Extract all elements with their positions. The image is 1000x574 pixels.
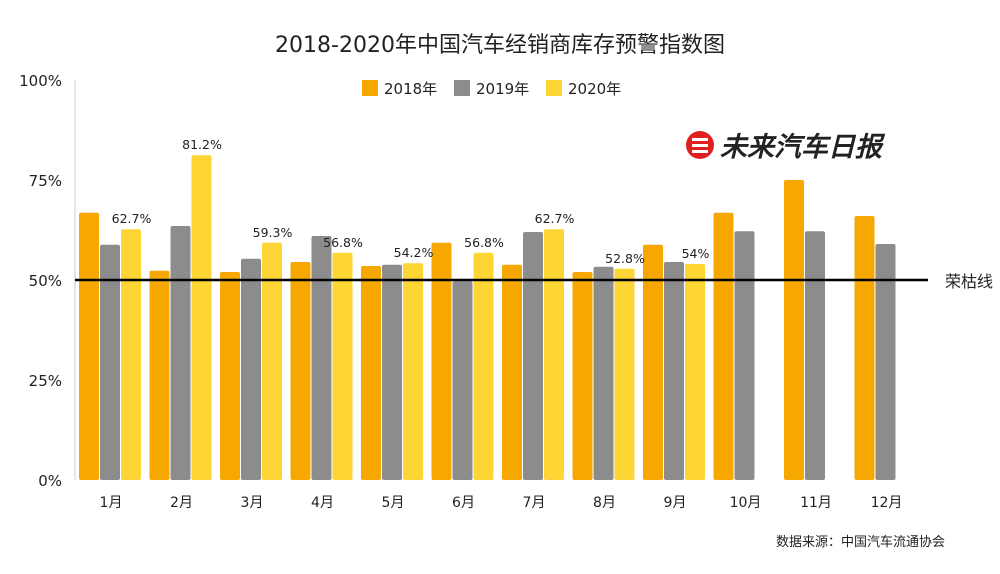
- y-tick-label: 75%: [29, 172, 62, 190]
- bar-2019年-8月: [593, 266, 614, 480]
- legend-swatch: [546, 80, 562, 96]
- bar-2018年-10月: [713, 212, 734, 481]
- bar-2018年-1月: [79, 212, 99, 481]
- bar-2019年-9月: [664, 262, 684, 480]
- bar-2018年-4月: [290, 262, 311, 480]
- y-axis: 0% 25% 50% 75% 100%: [19, 72, 76, 490]
- bar-2019年-7月: [523, 232, 543, 480]
- bar-2019年-4月: [311, 236, 332, 480]
- bar-2018年-7月: [502, 264, 522, 480]
- reference-line-label: 荣枯线: [945, 272, 993, 291]
- data-label: 62.7%: [112, 211, 152, 226]
- bar-2018年-11月: [784, 180, 804, 480]
- bar-2020年-8月: [614, 268, 635, 480]
- bar-2019年-5月: [382, 264, 402, 480]
- chart-title: 2018-2020年中国汽车经销商库存预警指数图: [275, 33, 725, 58]
- data-label: 56.8%: [464, 235, 504, 250]
- bar-2019年-1月: [100, 244, 120, 480]
- bar-2020年-2月: [191, 155, 212, 480]
- bar-2018年-5月: [361, 266, 381, 480]
- legend-label: 2020年: [568, 80, 621, 98]
- logo: 未来汽车日报: [686, 131, 886, 163]
- legend-label: 2019年: [476, 80, 529, 98]
- bar-2019年-11月: [805, 231, 825, 480]
- data-labels: 62.7% 81.2% 59.3% 56.8% 54.2% 56.8% 62.7% 52.8%…: [112, 137, 710, 266]
- bar-2018年-8月: [572, 272, 593, 480]
- y-tick-label: 0%: [38, 472, 62, 490]
- y-tick-label: 100%: [19, 72, 62, 90]
- x-tick-label: 5月: [382, 495, 405, 511]
- bar-2020年-5月: [403, 263, 423, 480]
- x-tick-label: 12月: [871, 495, 903, 511]
- x-tick-label: 2月: [170, 495, 193, 511]
- source-note: 数据来源：中国汽车流通协会: [776, 534, 945, 550]
- bar-2018年-6月: [431, 242, 452, 480]
- data-label: 81.2%: [182, 137, 222, 152]
- bar-2018年-2月: [149, 270, 170, 480]
- bar-2019年-3月: [241, 258, 261, 480]
- x-tick-label: 6月: [452, 495, 475, 511]
- x-tick-label: 11月: [800, 495, 832, 511]
- bar-2020年-9月: [685, 264, 705, 480]
- logo-text: 未来汽车日报: [720, 132, 886, 163]
- y-tick-label: 50%: [29, 272, 62, 290]
- bar-2018年-9月: [643, 244, 663, 480]
- x-tick-label: 3月: [241, 495, 264, 511]
- data-label: 52.8%: [605, 251, 645, 266]
- bar-2020年-6月: [473, 252, 494, 480]
- x-tick-label: 9月: [664, 495, 687, 511]
- x-tick-label: 8月: [593, 495, 616, 511]
- x-tick-label: 7月: [523, 495, 546, 511]
- legend-label: 2018年: [384, 80, 437, 98]
- bar-2020年-1月: [121, 229, 141, 480]
- data-label: 59.3%: [253, 225, 293, 240]
- x-tick-label: 10月: [730, 495, 762, 511]
- bar-2020年-7月: [544, 229, 564, 480]
- data-label: 62.7%: [535, 211, 575, 226]
- bar-2019年-2月: [170, 226, 191, 480]
- y-tick-label: 25%: [29, 372, 62, 390]
- bar-2019年-12月: [875, 244, 896, 480]
- data-label: 54%: [682, 246, 710, 261]
- bar-2019年-10月: [734, 231, 755, 480]
- bar-2020年-3月: [262, 242, 282, 480]
- bar-2020年-4月: [332, 252, 353, 480]
- legend-swatch: [362, 80, 378, 96]
- bar-2018年-3月: [220, 272, 240, 480]
- x-axis: 1月 2月 3月 4月 5月 6月 7月 8月 9月 10月 11月 12月: [100, 495, 903, 511]
- bar-2019年-6月: [452, 281, 473, 480]
- x-tick-label: 1月: [100, 495, 123, 511]
- data-label: 56.8%: [323, 235, 363, 250]
- data-label: 54.2%: [394, 245, 434, 260]
- x-tick-label: 4月: [311, 495, 334, 511]
- legend-swatch: [454, 80, 470, 96]
- bar-2018年-12月: [854, 216, 875, 480]
- bars: [79, 155, 896, 481]
- legend: 2018年 2019年 2020年: [362, 80, 621, 98]
